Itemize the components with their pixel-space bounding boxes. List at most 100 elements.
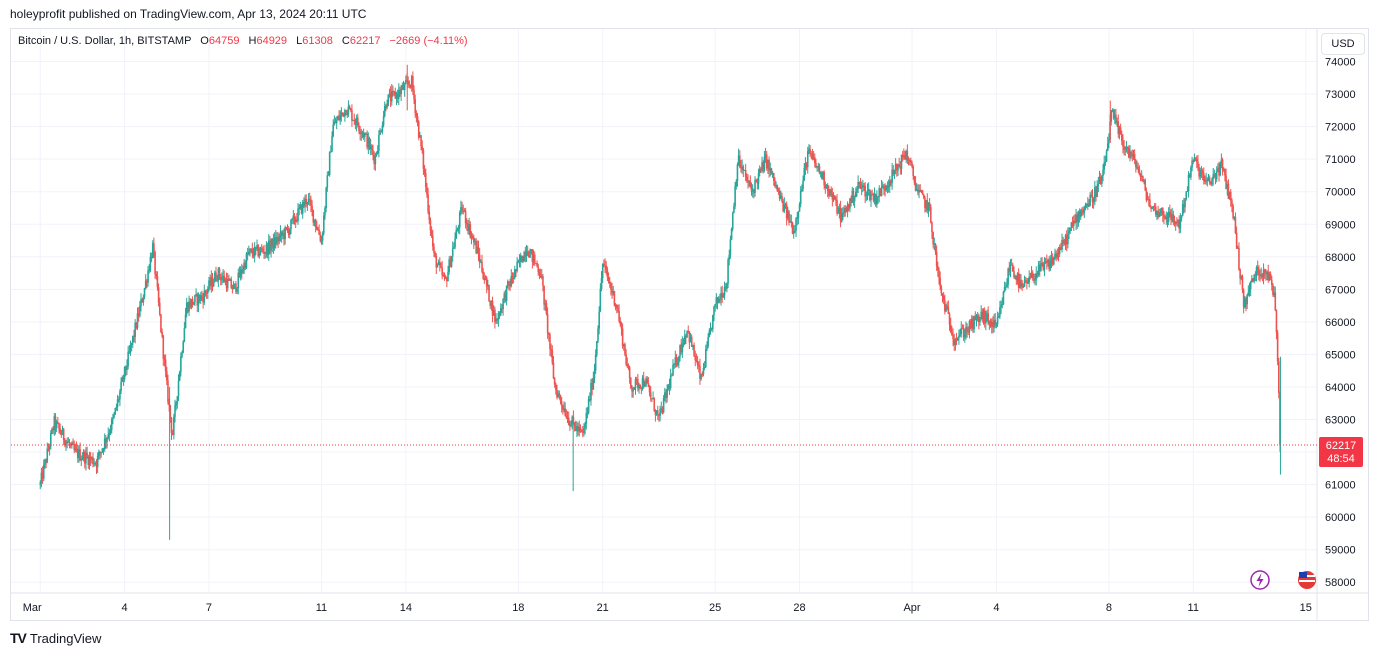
candle-body: [816, 166, 818, 168]
candle-body: [1210, 182, 1212, 185]
candle-body: [381, 125, 384, 132]
candle-body: [1183, 204, 1185, 208]
candle-body: [908, 160, 911, 162]
candle-body: [639, 384, 641, 388]
candle-body: [271, 238, 274, 246]
candle-body: [109, 429, 112, 433]
currency-button[interactable]: USD: [1321, 33, 1365, 55]
candle-body: [1274, 292, 1277, 311]
candle-body: [315, 226, 318, 230]
candle-body: [812, 157, 815, 159]
candle-body: [1246, 294, 1248, 305]
candle-body: [428, 211, 431, 221]
candle-body: [501, 308, 503, 310]
candle-body: [948, 313, 951, 325]
candle-body: [505, 285, 508, 301]
candle-body: [1178, 219, 1181, 229]
candle-body: [1172, 214, 1175, 222]
candle-body: [124, 366, 127, 370]
candle-body: [915, 189, 918, 191]
candle-body: [258, 253, 261, 257]
candle-body: [753, 189, 755, 193]
candle-body: [1008, 268, 1011, 272]
footer-brand[interactable]: TV TradingView: [10, 630, 101, 646]
candle-body: [734, 186, 736, 207]
candle-body: [1151, 206, 1154, 209]
candle-body: [368, 138, 371, 150]
candle-body: [517, 260, 520, 262]
candle-body: [1249, 282, 1252, 290]
candle-body: [328, 151, 331, 175]
candle-body: [533, 254, 536, 263]
candle-body: [1251, 278, 1253, 283]
candle-body: [107, 434, 110, 438]
candle-body: [342, 112, 345, 117]
candle-body: [333, 121, 336, 125]
candle-body: [307, 198, 310, 203]
candle-body: [341, 112, 344, 114]
candle-body: [72, 442, 74, 446]
candle-body: [594, 354, 597, 371]
candle-body: [128, 351, 131, 353]
candle-body: [580, 429, 583, 432]
candle-body: [1215, 171, 1218, 180]
candle-body: [866, 190, 869, 196]
candle-body: [1119, 127, 1122, 135]
candle-body: [66, 441, 68, 443]
candle-body: [685, 335, 687, 338]
candle-body: [618, 310, 620, 321]
candle-body: [958, 335, 960, 339]
candle-body: [251, 249, 254, 254]
candle-body: [847, 204, 850, 209]
candle-body: [707, 337, 709, 347]
candle-body: [900, 154, 903, 169]
candle-body: [524, 251, 527, 257]
candle-body: [1028, 276, 1031, 283]
candle-body: [373, 155, 375, 165]
candle-body: [918, 189, 920, 193]
candle-body: [1002, 291, 1005, 305]
candle-body: [62, 428, 65, 441]
candle-body: [863, 185, 865, 187]
candle-body: [613, 290, 616, 306]
candle-body: [668, 384, 671, 389]
candle-body: [96, 456, 99, 468]
candle-body: [1012, 264, 1014, 272]
candle-body: [187, 302, 189, 312]
candle-body: [388, 93, 391, 95]
candle-body: [586, 412, 589, 414]
candle-body: [986, 313, 988, 315]
candle-body: [727, 259, 729, 284]
candle-body: [830, 189, 832, 194]
candle-body: [1113, 114, 1116, 119]
candle-body: [453, 247, 455, 249]
candle-body: [1135, 160, 1137, 168]
candle-body: [572, 416, 575, 423]
candle-body: [589, 398, 591, 401]
candle-body: [854, 192, 857, 198]
candle-body: [608, 281, 611, 284]
candle-body: [934, 243, 937, 252]
candle-body: [366, 133, 368, 148]
candle-body: [702, 367, 705, 375]
candle-body: [1125, 146, 1128, 149]
candle-body: [133, 335, 135, 337]
candle-body: [86, 452, 88, 457]
candle-body: [905, 151, 907, 159]
candle-body: [1098, 176, 1101, 184]
candle-body: [606, 269, 609, 277]
candle-body: [1049, 261, 1052, 270]
candle-body: [896, 163, 898, 171]
candle-body: [475, 241, 477, 254]
candle-body: [149, 256, 152, 270]
candle-body: [1146, 199, 1149, 201]
candle-body: [321, 233, 324, 241]
candle-body: [236, 288, 238, 292]
candle-body: [780, 195, 782, 199]
candle-body: [1126, 146, 1129, 149]
candle-body: [750, 186, 753, 192]
candle-body: [462, 210, 465, 212]
candle-body: [719, 298, 721, 300]
y-tick-label: 74000: [1325, 57, 1356, 69]
